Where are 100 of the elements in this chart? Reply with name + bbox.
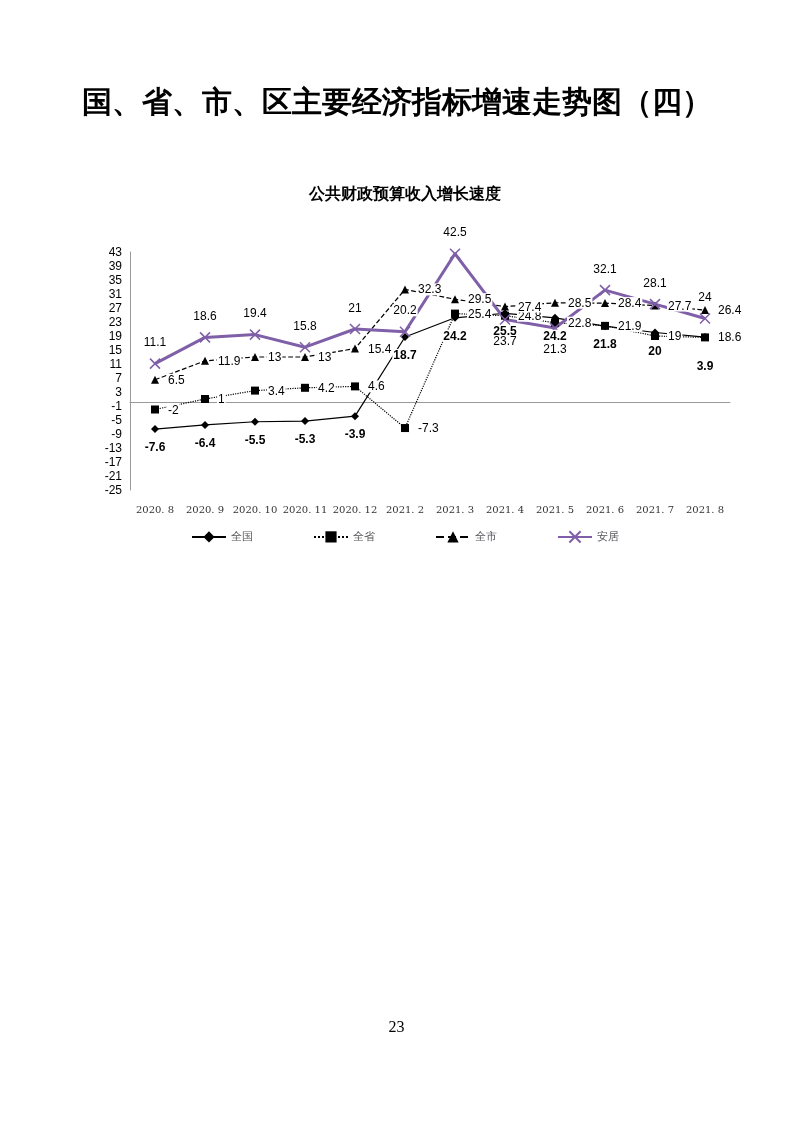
point: [201, 420, 209, 429]
x-tick-label: 2021. 5: [535, 503, 575, 515]
data-label: -7.3: [418, 421, 439, 436]
y-tick-label: -9: [111, 427, 123, 441]
data-label: 22.8: [568, 315, 592, 330]
point: [499, 313, 511, 326]
data-label: 28.4: [618, 296, 642, 311]
point: [501, 302, 509, 311]
y-tick-label: 7: [115, 371, 123, 385]
data-label: 18.7: [393, 348, 417, 363]
y-tick-label: 35: [108, 273, 123, 287]
legend-label: 全市: [475, 530, 497, 544]
point: [351, 382, 359, 391]
chart-subtitle: 公共财政预算收入增长速度: [308, 183, 501, 203]
point: [251, 386, 259, 395]
x-tick-label: 2021. 3: [435, 503, 475, 515]
data-label: 29.5: [468, 292, 492, 307]
x-tick-label: 2021. 2: [385, 503, 425, 515]
point: [401, 424, 409, 433]
x-tick-label: 2020. 11: [282, 503, 328, 515]
point: [251, 353, 259, 361]
point: [401, 285, 409, 294]
legend-label: 全国: [231, 530, 253, 544]
data-label: -6.4: [194, 435, 216, 450]
data-label: 32.3: [418, 282, 442, 297]
y-tick-label: 11: [109, 357, 123, 371]
point: [301, 417, 309, 426]
point: [351, 412, 359, 421]
data-label: 26.4: [718, 303, 742, 318]
data-label: 20.2: [393, 303, 417, 318]
point: [451, 309, 459, 318]
data-label: 25.4: [468, 306, 492, 321]
point: [449, 248, 461, 260]
data-label: 6.5: [168, 372, 186, 387]
point: [701, 333, 709, 342]
data-label: 23.7: [493, 334, 517, 349]
x-tick-label: 2020. 8: [135, 503, 175, 515]
data-label: 24: [698, 290, 712, 304]
data-label: 20: [648, 343, 662, 358]
y-tick-label: 3: [115, 385, 123, 399]
data-label: 11.9: [218, 353, 241, 368]
data-label: 21.8: [593, 337, 617, 352]
point: [149, 357, 161, 370]
data-label: 21.9: [618, 318, 642, 333]
point: [599, 284, 611, 296]
data-label: 28.5: [568, 295, 592, 310]
data-label: 24.2: [543, 328, 567, 343]
y-tick-label: -13: [104, 441, 123, 455]
data-label: 42.5: [443, 225, 467, 240]
point: [451, 295, 459, 304]
x-tick-label: 2021. 6: [585, 503, 625, 515]
y-tick-label: 39: [108, 259, 123, 273]
point: [699, 312, 711, 325]
data-label: 28.1: [643, 275, 667, 290]
y-tick-label: 15: [108, 343, 123, 357]
data-label: 4.2: [318, 380, 336, 395]
y-tick-label: 27: [108, 301, 123, 315]
legend-label: 全省: [353, 530, 375, 544]
y-tick-label: -5: [111, 413, 123, 427]
point: [201, 356, 209, 365]
data-label: 18.6: [718, 330, 742, 345]
y-tick-label: -1: [111, 399, 123, 413]
y-tick-label: -21: [104, 469, 123, 483]
x-tick-label: 2020. 9: [185, 503, 225, 515]
point: [301, 383, 309, 392]
data-label: 27.7: [668, 298, 692, 313]
legend-label: 安居: [597, 530, 619, 544]
point: [251, 417, 259, 426]
point: [301, 353, 309, 361]
point: [249, 328, 261, 341]
x-tick-label: 2021. 7: [635, 503, 675, 515]
data-label: -7.6: [144, 440, 166, 455]
data-label: 3.4: [268, 383, 286, 398]
point: [701, 306, 709, 315]
y-tick-label: -17: [104, 455, 123, 469]
x-tick-label: 2021. 8: [685, 503, 725, 515]
data-label: -5.3: [294, 432, 316, 447]
y-tick-label: 31: [108, 287, 123, 301]
point: [601, 299, 609, 308]
data-label: -2: [168, 402, 179, 417]
point: [551, 298, 559, 307]
data-label: 4.6: [368, 379, 386, 394]
chart-title: 国、省、市、区主要经济指标增速走势图（四）: [80, 83, 713, 121]
data-label: 19.4: [243, 306, 267, 321]
point: [151, 375, 159, 384]
data-label: 24.2: [443, 328, 467, 343]
point: [351, 344, 359, 353]
y-tick-label: 23: [108, 315, 123, 329]
point: [299, 341, 311, 353]
point: [151, 425, 159, 434]
data-label: 13: [318, 350, 332, 364]
annotation: 3.9: [696, 358, 714, 373]
data-label: -5.5: [244, 432, 266, 447]
point: [399, 326, 411, 338]
data-label: 21: [348, 300, 362, 315]
data-label: 13: [268, 350, 282, 364]
data-label: -3.9: [344, 427, 366, 442]
data-label: 15.8: [293, 318, 317, 333]
data-label: 19: [668, 329, 682, 343]
point: [201, 395, 209, 403]
